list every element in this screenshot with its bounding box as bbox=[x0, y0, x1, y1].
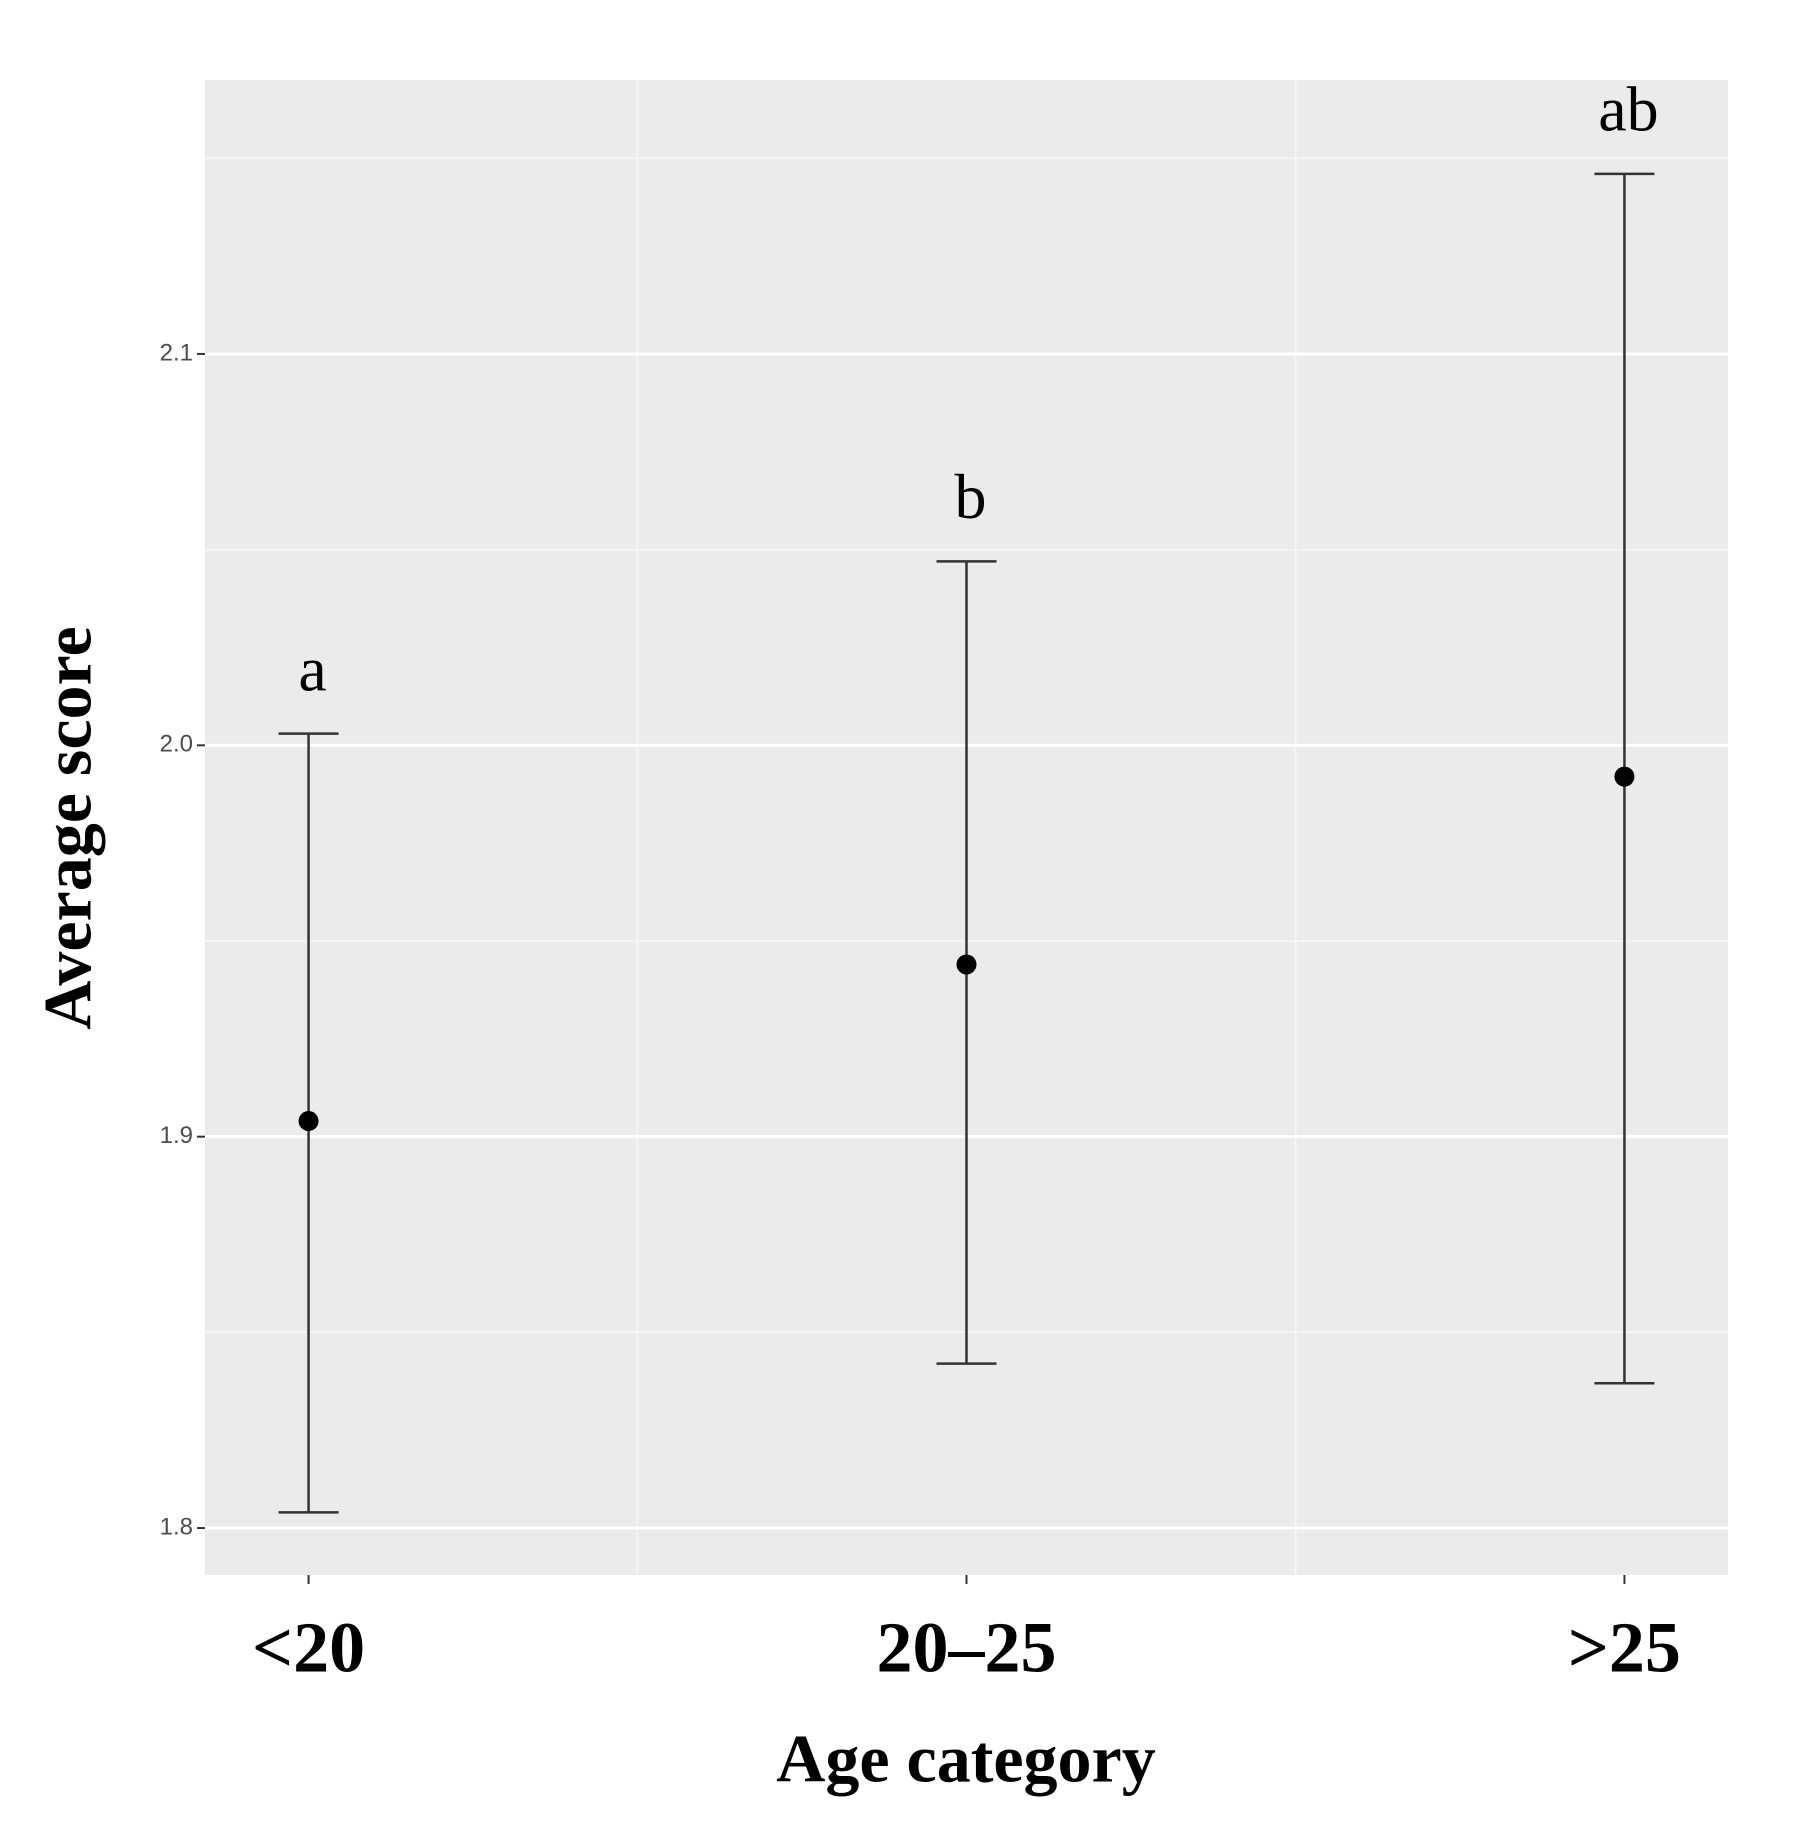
y-axis-title: Average score bbox=[30, 626, 106, 1029]
significance-letter: a bbox=[298, 633, 326, 704]
significance-letter: b bbox=[955, 461, 987, 532]
significance-letter: ab bbox=[1598, 74, 1658, 145]
y-tick-label: 1.8 bbox=[160, 1513, 193, 1540]
x-tick-label: <20 bbox=[252, 1608, 365, 1688]
y-tick-label: 1.9 bbox=[160, 1122, 193, 1149]
x-tick-label: 20–25 bbox=[877, 1608, 1057, 1688]
mean-point bbox=[298, 1111, 319, 1132]
x-tick-label: >25 bbox=[1568, 1608, 1681, 1688]
mean-point bbox=[1614, 766, 1635, 787]
y-tick-label: 2.0 bbox=[160, 731, 193, 758]
mean-point bbox=[956, 954, 977, 975]
y-tick-label: 2.1 bbox=[160, 339, 193, 366]
x-axis-title: Age category bbox=[776, 1721, 1155, 1797]
